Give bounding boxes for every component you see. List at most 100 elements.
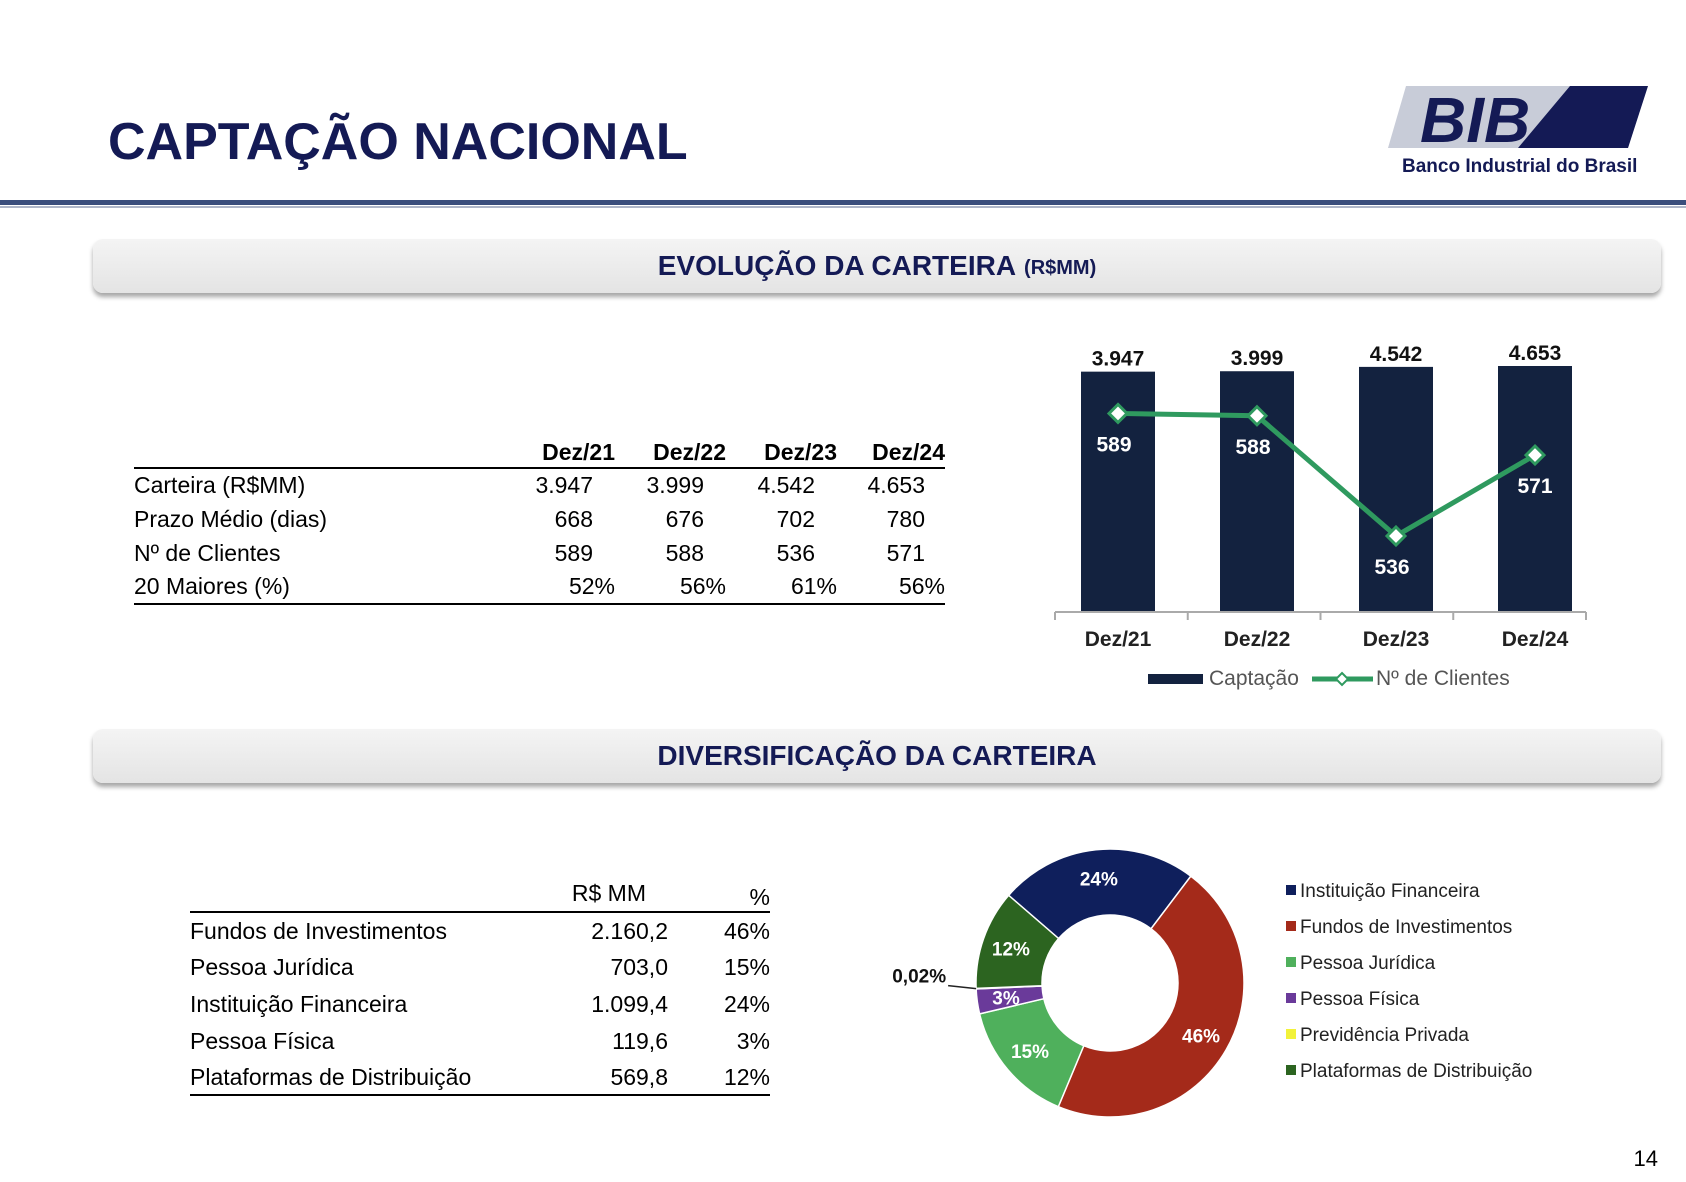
section-banner-diversificacao: DIVERSIFICAÇÃO DA CARTEIRA	[93, 729, 1661, 783]
line-value-label: 536	[1374, 556, 1409, 579]
bib-logo: BIB Banco Industrial do Brasil	[1388, 82, 1650, 178]
row-label: Nº de Clientes	[134, 539, 281, 566]
line-marker	[1106, 402, 1130, 425]
table-row: Carteira (R$MM) 3.947 3.999 4.542 4.653	[134, 468, 945, 502]
bar-value-label: 4.653	[1509, 342, 1562, 365]
bar-value-label: 3.947	[1092, 348, 1145, 371]
table-row: Plataformas de Distribuição 569,8 12%	[190, 1060, 770, 1095]
cell-value: 56%	[679, 573, 726, 599]
table-row: Fundos de Investimentos 2.160,2 46%	[190, 912, 770, 949]
header-divider	[0, 200, 1686, 205]
cell-value: 536	[776, 539, 815, 566]
slice-value-label: 24%	[1080, 870, 1118, 891]
cell-value: 676	[665, 505, 704, 532]
legend-swatch	[1286, 921, 1296, 931]
x-tick-label: Dez/21	[1085, 628, 1152, 651]
diversificacao-table: R$ MM % Fundos de Investimentos 2.160,2 …	[190, 880, 770, 1096]
slice-value-label: 46%	[1182, 1026, 1220, 1047]
table-row: Pessoa Física 119,6 3%	[190, 1023, 770, 1060]
cell-value: 61%	[790, 573, 837, 599]
line-marker	[1384, 524, 1408, 548]
table-row: Nº de Clientes 589 588 536 571	[134, 536, 945, 570]
page-number: 14	[1633, 1146, 1658, 1171]
table-header-cell: R$ MM	[571, 880, 646, 906]
cell-pct: 46%	[723, 917, 770, 944]
legend-swatch-captacao	[1148, 674, 1203, 684]
section-banner-evolucao: EVOLUÇÃO DA CARTEIRA (R$MM)	[93, 239, 1661, 293]
page-title: CAPTAÇÃO NACIONAL	[108, 113, 688, 171]
cell-pct: 24%	[723, 991, 770, 1017]
row-label: Pessoa Física	[190, 1028, 335, 1054]
line-value-label: 588	[1235, 436, 1270, 459]
table-row: Prazo Médio (dias) 668 676 702 780	[134, 502, 945, 536]
donut-slice	[1007, 848, 1192, 940]
row-label: Carteira (R$MM)	[134, 472, 306, 498]
legend-marker-clientes	[1334, 671, 1350, 687]
cell-value: 668	[554, 505, 593, 532]
table-header-cell: Dez/21	[542, 439, 615, 465]
cell-value: 56%	[898, 573, 945, 599]
slice-value-label: 12%	[992, 939, 1030, 960]
cell-value: 4.653	[867, 472, 925, 498]
table-header-cell	[190, 880, 530, 912]
logo-subtitle: Banco Industrial do Brasil	[1402, 156, 1637, 177]
cell-pct: 15%	[723, 954, 770, 980]
cell-value: 589	[554, 539, 593, 566]
x-tick-label: Dez/23	[1363, 628, 1430, 651]
cell-value: 780	[886, 505, 925, 532]
table-row: Instituição Financeira 1.099,4 24%	[190, 986, 770, 1023]
bar-captacao	[1498, 366, 1572, 612]
legend-label-clientes: Nº de Clientes	[1376, 667, 1510, 690]
row-label: 20 Maiores (%)	[134, 573, 290, 599]
bar-value-label: 4.542	[1370, 343, 1423, 366]
line-clientes	[1117, 410, 1537, 540]
cell-value: 569,8	[610, 1063, 668, 1090]
diversificacao-donut-chart: 24% 46% 15% 3% 0,02% 12% Instituição Financeir…	[892, 848, 1532, 1118]
row-label: Instituição Financeira	[190, 991, 408, 1017]
cell-value: 2.160,2	[591, 917, 668, 944]
legend-swatch	[1286, 1065, 1296, 1075]
cell-pct: 12%	[723, 1063, 770, 1090]
row-label: Fundos de Investimentos	[190, 917, 447, 944]
x-tick-label: Dez/22	[1224, 628, 1291, 651]
section-unit: (R$MM)	[1024, 256, 1097, 279]
line-value-label: 571	[1517, 475, 1552, 498]
table-header-cell	[134, 438, 504, 468]
cell-value: 1.099,4	[591, 991, 668, 1017]
cell-value: 3.999	[646, 472, 704, 498]
legend-label: Fundos de Investimentos	[1300, 917, 1512, 938]
legend-label: Plataformas de Distribuição	[1300, 1061, 1532, 1082]
slice-value-label: 3%	[992, 988, 1020, 1009]
line-marker	[1245, 404, 1269, 427]
leader-line	[948, 984, 977, 990]
row-label: Prazo Médio (dias)	[134, 505, 328, 532]
table-header-cell: Dez/22	[653, 439, 726, 465]
carteira-table: Dez/21 Dez/22 Dez/23 Dez/24 Carteira (R$…	[134, 438, 945, 605]
legend-label-captacao: Captação	[1209, 667, 1299, 690]
cell-value: 588	[665, 539, 704, 566]
cell-value: 52%	[568, 573, 615, 599]
x-tick-label: Dez/24	[1502, 628, 1569, 651]
slice-value-label: 15%	[1011, 1042, 1049, 1063]
section-title: EVOLUÇÃO DA CARTEIRA	[657, 250, 1017, 281]
legend-swatch	[1286, 993, 1296, 1003]
cell-value: 3.947	[535, 472, 593, 498]
legend-label: Previdência Privada	[1300, 1025, 1469, 1046]
legend-label: Pessoa Física	[1300, 989, 1420, 1010]
cell-value: 703,0	[610, 954, 668, 980]
legend-swatch	[1286, 885, 1296, 895]
cell-value: 4.542	[757, 472, 815, 498]
legend-swatch	[1286, 957, 1296, 967]
slice-value-label: 0,02%	[892, 967, 946, 988]
cell-value: 571	[886, 539, 925, 566]
table-header-cell: %	[749, 884, 770, 910]
row-label: Plataformas de Distribuição	[190, 1063, 472, 1090]
header-divider-shadow	[0, 206, 1686, 208]
table-row: Pessoa Jurídica 703,0 15%	[190, 949, 770, 986]
legend-label: Instituição Financeira	[1300, 881, 1480, 902]
row-label: Pessoa Jurídica	[190, 954, 354, 980]
section-title: DIVERSIFICAÇÃO DA CARTEIRA	[657, 740, 1097, 771]
cell-value: 119,6	[612, 1028, 668, 1054]
bar-captacao	[1359, 366, 1433, 612]
cell-value: 702	[776, 505, 815, 532]
